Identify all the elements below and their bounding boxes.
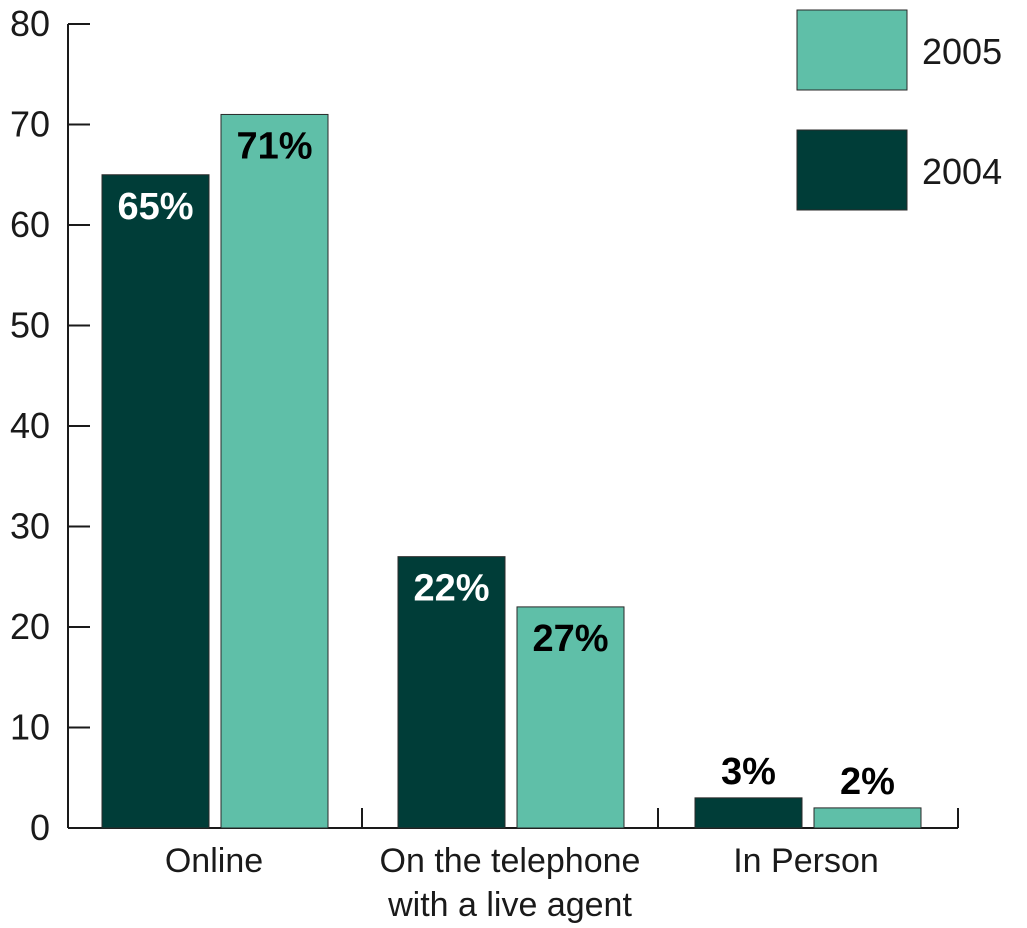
legend: 2005 2004 [796,9,1002,211]
y-tick-label: 70 [10,104,50,145]
y-tick-label: 0 [30,807,50,848]
y-tick-label: 30 [10,506,50,547]
y-tick-label: 80 [10,3,50,44]
y-axis: 0 10 20 30 40 50 60 70 80 [10,3,90,848]
category-label-line: Online [165,842,263,880]
legend-swatch-2005 [796,9,908,91]
legend-label-2004: 2004 [922,151,1002,192]
data-labels: 65% 22% 3% 71% 27% 2% [117,125,894,802]
y-tick-label: 40 [10,405,50,446]
y-tick-label: 60 [10,204,50,245]
x-axis: Online On the telephone with a live agent I… [68,808,959,924]
data-label-2004-2: 3% [721,751,776,793]
y-tick-label: 20 [10,606,50,647]
data-label-2004-1: 22% [413,568,489,610]
bar-2004-2 [694,797,803,829]
category-label: On the telephone with a live agent [380,842,641,924]
category-label-line: with a live agent [387,886,632,924]
bar-2005-2 [813,807,922,829]
category-label-line: On the telephone [380,842,641,880]
category-label-line: In Person [733,842,879,880]
data-label-2004-0: 65% [117,186,193,228]
data-label-2005-0: 71% [236,125,312,167]
bars [101,113,922,829]
legend-swatch-2004 [796,129,908,211]
y-tick-label: 10 [10,707,50,748]
category-label: Online [165,842,263,880]
bar-2004-0 [101,174,210,829]
data-label-2005-2: 2% [840,761,895,803]
bar-2004-1 [397,556,506,829]
data-label-2005-1: 27% [532,618,608,660]
bar-2005-0 [220,113,329,829]
y-tick-label: 50 [10,305,50,346]
legend-label-2005: 2005 [922,31,1002,72]
bar-2005-1 [516,606,625,829]
category-label: In Person [733,842,879,880]
